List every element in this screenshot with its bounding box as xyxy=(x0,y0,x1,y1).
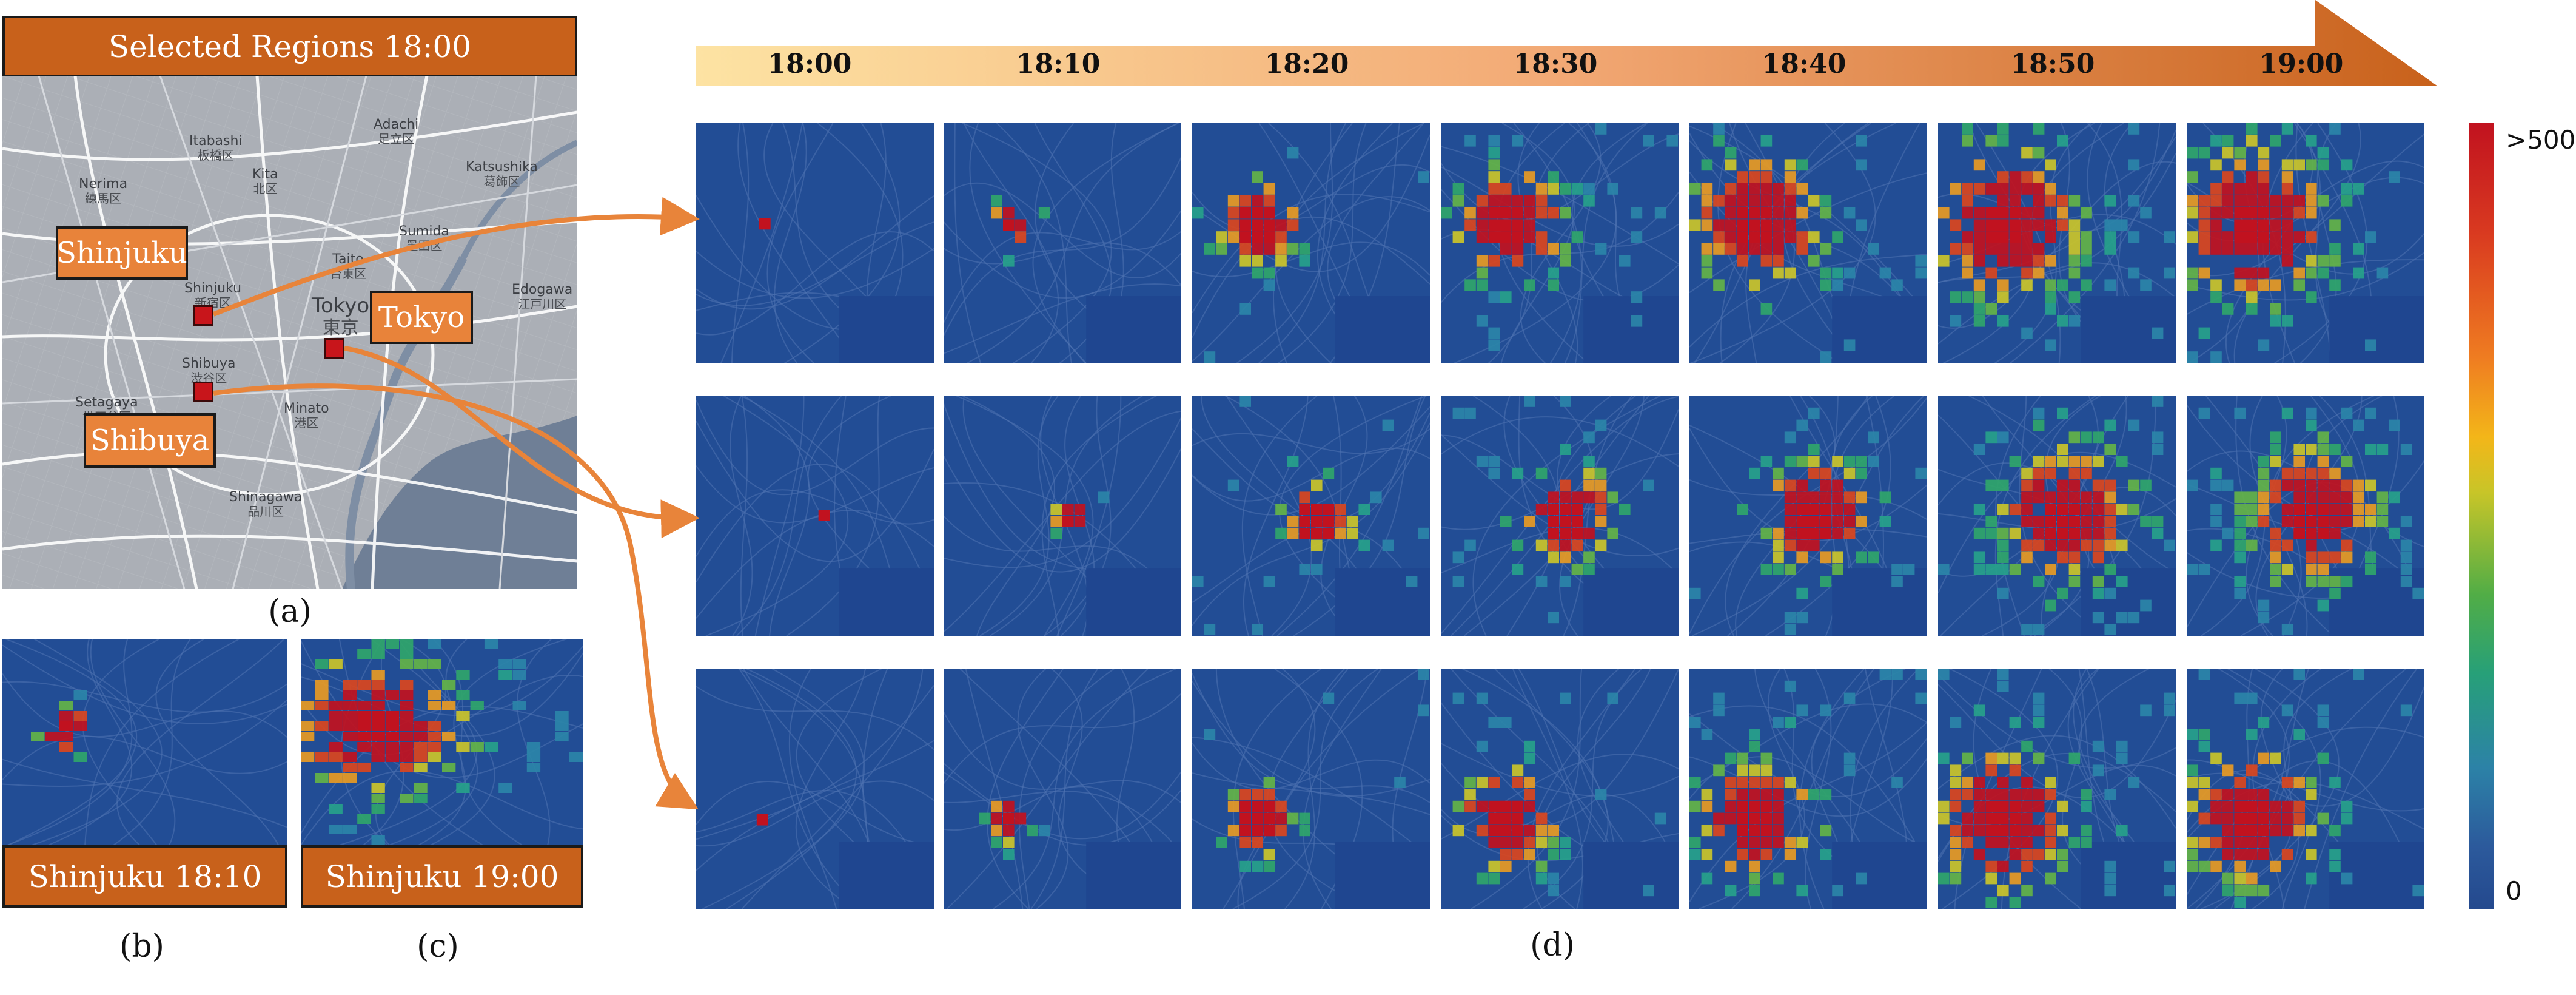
heatmap-tile-shinjuku-1800 xyxy=(696,123,934,363)
heatmap-svg xyxy=(1689,123,1927,363)
heatmap-tile-tokyo-1840 xyxy=(1689,396,1927,636)
time-label: 18:50 xyxy=(2010,49,2095,79)
time-label: 18:40 xyxy=(1762,49,1846,79)
heatmap-tile-tokyo-1810 xyxy=(944,396,1181,636)
map-label-kita: Kita 北区 xyxy=(252,167,278,197)
heatmap-tile-tokyo-1850 xyxy=(1938,396,2176,636)
heatmap-svg xyxy=(2187,396,2424,636)
colorbar-max-label: >500 xyxy=(2506,125,2576,155)
heatmap-svg xyxy=(1938,396,2176,636)
heatmap-tile-tokyo-1800 xyxy=(696,396,934,636)
map-label-taito: Taito 台東区 xyxy=(330,252,366,282)
heatmap-tile-tokyo-1830 xyxy=(1441,396,1679,636)
heatmap-tile-shinjuku-1830 xyxy=(1441,123,1679,363)
map-label-nerima: Nerima 練馬区 xyxy=(79,177,128,206)
heatmap-svg xyxy=(1441,123,1679,363)
heatmap-svg xyxy=(1192,396,1430,636)
heatmap-tile-tokyo-1820 xyxy=(1192,396,1430,636)
heatmap-svg xyxy=(1441,396,1679,636)
heatmap-shinjuku-1900 xyxy=(301,639,583,845)
label-tokyo: Tokyo xyxy=(370,291,473,344)
heatmap-svg xyxy=(1689,669,1927,909)
label-shinjuku: Shinjuku xyxy=(56,226,188,280)
colorbar xyxy=(2469,123,2494,909)
time-label: 18:00 xyxy=(767,49,852,79)
heatmap-tile-shibuya-1810 xyxy=(944,669,1181,909)
heatmap-svg xyxy=(1192,669,1430,909)
map-label-shinagawa: Shinagawa 品川区 xyxy=(229,490,303,519)
heatmap-svg xyxy=(1938,669,2176,909)
heatmap-svg xyxy=(1192,123,1430,363)
heatmap-svg xyxy=(944,396,1181,636)
heatmap-tile-shinjuku-1840 xyxy=(1689,123,1927,363)
caption-d: (d) xyxy=(1530,927,1575,963)
colorbar-min-label: 0 xyxy=(2506,876,2522,906)
seed-cell xyxy=(756,814,768,826)
panel-c-label: Shinjuku 19:00 xyxy=(301,845,583,908)
marker-shibuya xyxy=(193,382,213,402)
heatmap-tile-shibuya-1820 xyxy=(1192,669,1430,909)
time-label: 18:30 xyxy=(1513,49,1598,79)
timeline-arrow xyxy=(696,0,2438,90)
heatmap-svg xyxy=(696,669,934,909)
heatmap-svg xyxy=(301,639,583,845)
time-label: 18:20 xyxy=(1264,49,1349,79)
caption-a: (a) xyxy=(268,593,312,630)
heatmap-tile-shibuya-1900 xyxy=(2187,669,2424,909)
heatmap-tile-shibuya-1800 xyxy=(696,669,934,909)
seed-cell xyxy=(759,218,771,230)
heatmap-tile-shinjuku-1900 xyxy=(2187,123,2424,363)
map-label-edogawa: Edogawa 江戸川区 xyxy=(512,282,573,312)
label-shibuya: Shibuya xyxy=(84,413,216,468)
caption-c: (c) xyxy=(417,928,459,965)
heatmap-svg xyxy=(2187,669,2424,909)
map-label-adachi: Adachi 足立区 xyxy=(374,117,419,147)
map-label-katsushika: Katsushika 葛飾区 xyxy=(466,160,538,189)
panel-b-label: Shinjuku 18:10 xyxy=(2,845,287,908)
caption-b: (b) xyxy=(119,928,164,965)
selected-regions-title: Selected Regions 18:00 xyxy=(2,16,577,78)
map-roads xyxy=(2,76,577,589)
map-label-itabashi: Itabashi 板橋区 xyxy=(189,133,243,163)
marker-shinjuku xyxy=(193,305,213,326)
map-label-tokyo: Tokyo 東京 xyxy=(312,294,370,339)
time-label: 18:10 xyxy=(1016,49,1101,79)
heatmap-tile-shinjuku-1850 xyxy=(1938,123,2176,363)
heatmap-svg xyxy=(1938,123,2176,363)
heatmap-svg xyxy=(2187,123,2424,363)
heatmap-tile-shinjuku-1820 xyxy=(1192,123,1430,363)
heatmap-tile-shibuya-1850 xyxy=(1938,669,2176,909)
seed-cell xyxy=(818,510,830,521)
map-label-minato: Minato 港区 xyxy=(284,401,329,431)
heatmap-svg xyxy=(944,669,1181,909)
heatmap-svg xyxy=(2,639,287,845)
heatmap-svg xyxy=(944,123,1181,363)
heatmap-svg xyxy=(696,396,934,636)
marker-tokyo xyxy=(324,338,344,359)
heatmap-tile-tokyo-1900 xyxy=(2187,396,2424,636)
time-label: 19:00 xyxy=(2259,49,2344,79)
heatmap-shinjuku-1810 xyxy=(2,639,287,845)
heatmap-svg xyxy=(696,123,934,363)
heatmap-svg xyxy=(1441,669,1679,909)
heatmap-svg xyxy=(1689,396,1927,636)
heatmap-tile-shibuya-1840 xyxy=(1689,669,1927,909)
heatmap-tile-shinjuku-1810 xyxy=(944,123,1181,363)
map-label-sumida: Sumida 墨田区 xyxy=(399,224,449,254)
city-map: Itabashi 板橋区 Kita 北区 Adachi 足立区 Katsushika 葛… xyxy=(2,76,577,589)
heatmap-tile-shibuya-1830 xyxy=(1441,669,1679,909)
